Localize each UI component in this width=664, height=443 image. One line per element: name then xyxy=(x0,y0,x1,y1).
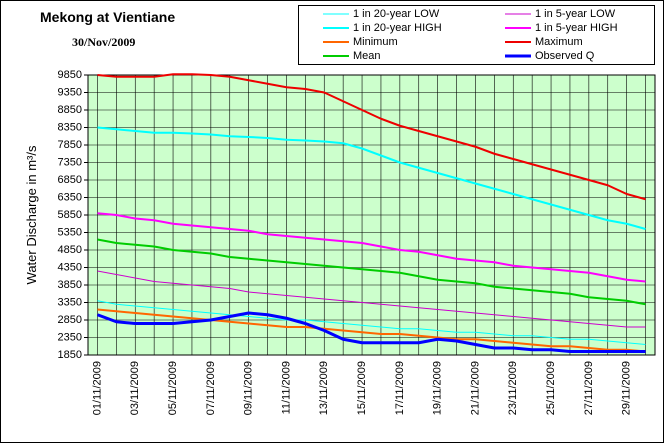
y-tick-label: 2350 xyxy=(58,331,82,343)
y-axis-label: Water Discharge in m³/s xyxy=(24,145,39,284)
y-tick-label: 6850 xyxy=(58,174,82,186)
x-tick-label: 13/11/2009 xyxy=(318,361,330,415)
x-tick-label: 03/11/2009 xyxy=(129,361,141,415)
legend xyxy=(298,5,655,65)
legend-label: Mean xyxy=(353,50,381,62)
series-line xyxy=(97,126,646,230)
x-tick-label: 15/11/2009 xyxy=(356,361,368,415)
x-tick-label: 23/11/2009 xyxy=(507,361,519,415)
y-tick-label: 7350 xyxy=(58,156,82,168)
x-tick-label: 09/11/2009 xyxy=(243,361,255,415)
x-tick-label: 11/11/2009 xyxy=(280,361,292,414)
y-tick-label: 8850 xyxy=(58,104,82,116)
series-line xyxy=(97,300,646,345)
legend-label: 1 in 20-year HIGH xyxy=(353,22,442,34)
x-tick-label: 17/11/2009 xyxy=(394,361,406,415)
x-tick-label: 05/11/2009 xyxy=(167,361,179,415)
legend-label: Minimum xyxy=(353,36,398,48)
series-line xyxy=(97,238,646,306)
series-line xyxy=(97,308,646,353)
plot-border xyxy=(87,74,656,356)
legend-label: 1 in 20-year LOW xyxy=(353,8,440,20)
y-tick-label: 4850 xyxy=(58,244,82,256)
y-tick-label: 5850 xyxy=(58,209,82,221)
legend-label: Observed Q xyxy=(535,50,595,62)
x-tick-label: 01/11/2009 xyxy=(91,361,103,415)
x-tick-label: 25/11/2009 xyxy=(545,361,557,415)
y-tick-label: 7850 xyxy=(58,139,82,151)
x-tick-label: 21/11/2009 xyxy=(469,361,481,415)
series-line xyxy=(96,311,646,353)
chart-title: Mekong at Vientiane xyxy=(40,9,175,25)
x-tick-label: 07/11/2009 xyxy=(205,361,217,415)
x-tick-label: 19/11/2009 xyxy=(432,361,444,415)
y-tick-label: 2850 xyxy=(58,314,82,326)
series-line xyxy=(97,212,646,283)
y-tick-label: 3850 xyxy=(58,279,82,291)
y-tick-label: 6350 xyxy=(58,191,82,203)
y-tick-label: 4350 xyxy=(58,261,82,273)
x-tick-label: 27/11/2009 xyxy=(583,361,595,415)
y-tick-label: 3350 xyxy=(58,296,82,308)
legend-label: Maximum xyxy=(535,36,583,48)
x-tick-label: 29/11/2009 xyxy=(621,361,633,415)
y-tick-label: 9850 xyxy=(58,69,82,81)
chart-subtitle: 30/Nov/2009 xyxy=(72,35,135,49)
series-line xyxy=(97,270,646,328)
y-tick-label: 8350 xyxy=(58,121,82,133)
legend-label: 1 in 5-year LOW xyxy=(535,8,616,20)
y-tick-label: 9350 xyxy=(58,86,82,98)
legend-label: 1 in 5-year HIGH xyxy=(535,22,618,34)
y-tick-label: 5350 xyxy=(58,226,82,238)
series-line xyxy=(97,73,646,201)
y-tick-label: 1850 xyxy=(58,349,82,361)
